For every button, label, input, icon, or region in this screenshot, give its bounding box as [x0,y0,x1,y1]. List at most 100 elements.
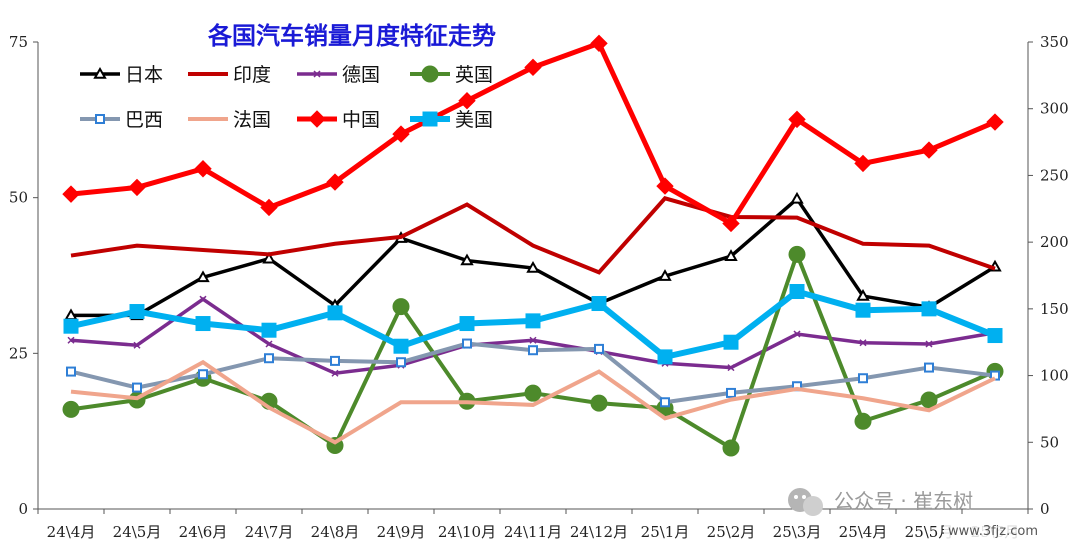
legend-label: 日本 [125,64,163,86]
series-7 [62,34,1004,233]
data-point [987,328,1003,344]
data-point [64,308,78,321]
data-point [590,394,608,412]
legend-label: 巴西 [125,109,163,131]
data-point [656,177,674,195]
legend-marker [313,70,321,78]
marker-stroke [331,369,339,377]
y-right-tick-label: 0 [1040,500,1050,518]
x-tick-label: 24\5月 [113,523,162,541]
data-point [67,336,75,344]
data-point [921,301,937,317]
data-point [524,58,542,77]
y-right-tick-label: 100 [1040,367,1069,385]
data-point [854,154,872,173]
legend-item-4: 英国 [410,64,493,86]
x-tick-label: 24\10月 [438,523,496,541]
x-tick-label: 24\6月 [179,523,228,541]
data-point [195,316,211,332]
series-6 [70,359,996,445]
marker-stroke [727,364,735,372]
data-point [855,302,871,318]
x-tick-label: 24\7月 [245,523,294,541]
data-point [462,338,472,349]
watermark-text: 公众号 · 崔东树 [834,489,973,513]
x-tick-label: 24\4月 [47,523,96,541]
data-point [790,191,804,204]
data-point [859,339,867,347]
legend-label: 印度 [233,64,271,86]
data-point [458,92,476,110]
chart-series-layer [62,34,1004,457]
data-point [590,34,608,53]
marker-stroke [265,340,273,348]
legend-item-1: 日本 [80,64,163,86]
wechat-icon [788,488,823,516]
data-point [722,214,740,233]
chart-title: 各国汽车销量月度特征走势 [207,22,496,50]
data-point [657,349,673,365]
legend-item-3: 德国 [297,64,380,86]
legend-label: 德国 [342,64,380,86]
marker-stroke [793,330,801,338]
data-point [524,384,542,402]
data-point [854,412,872,430]
legend-marker [93,66,107,79]
x-tick-label: 24\9月 [377,523,426,541]
legend-item-7: 中国 [297,109,380,131]
data-point [724,249,738,261]
data-point [132,382,142,393]
y-left-tick-label: 25 [9,344,28,362]
data-point [129,304,145,320]
data-point [529,336,537,344]
y-left-tick-label: 75 [9,33,28,51]
marker-stroke [925,340,933,348]
data-point [920,141,938,159]
series-line [70,196,996,275]
y-right-tick-label: 150 [1040,300,1069,318]
data-point [330,355,340,366]
data-point [722,439,740,457]
data-point [658,269,672,281]
marker-stroke [313,70,321,78]
y-right-tick-label: 50 [1040,433,1059,451]
data-point [526,261,540,273]
data-point [858,373,868,384]
legend-item-8: 美国 [410,109,493,131]
y-right-tick-label: 200 [1040,233,1069,251]
watermark: 公众号 · 崔东树 www.3fjz.com [788,488,1044,540]
data-point [66,366,76,377]
x-tick-label: 24\12月 [570,523,628,541]
data-point [525,313,541,329]
data-point [793,330,801,338]
legend-label: 美国 [455,109,493,131]
x-tick-label: 24\8月 [311,523,360,541]
series-2 [70,196,996,275]
data-point [199,295,207,303]
legend-label: 法国 [233,109,271,131]
watermark-site: www.3fjz.com [948,524,1038,539]
legend-item-5: 巴西 [80,109,163,131]
data-point [194,160,212,178]
data-point [726,387,736,398]
data-point [396,357,406,368]
series-8 [63,284,1003,365]
data-point [856,289,870,301]
marker-stroke [199,295,207,303]
data-point [62,185,80,203]
x-tick-label: 24\11月 [504,523,562,541]
chart-axes: 0 25 50 75 0 50 100 150 200 250 300 350 24\4月 24\5月 24… [9,33,1069,541]
data-point [196,270,210,283]
legend-marker [95,114,105,124]
legend-marker [421,65,439,83]
legend-item-2: 印度 [188,64,271,86]
legend-marker [422,111,438,127]
data-point [265,340,273,348]
data-point [986,113,1004,131]
data-point [392,298,410,316]
legend-label: 中国 [342,109,380,131]
data-point [393,338,409,354]
data-point [133,341,141,349]
series-5 [66,338,1000,408]
